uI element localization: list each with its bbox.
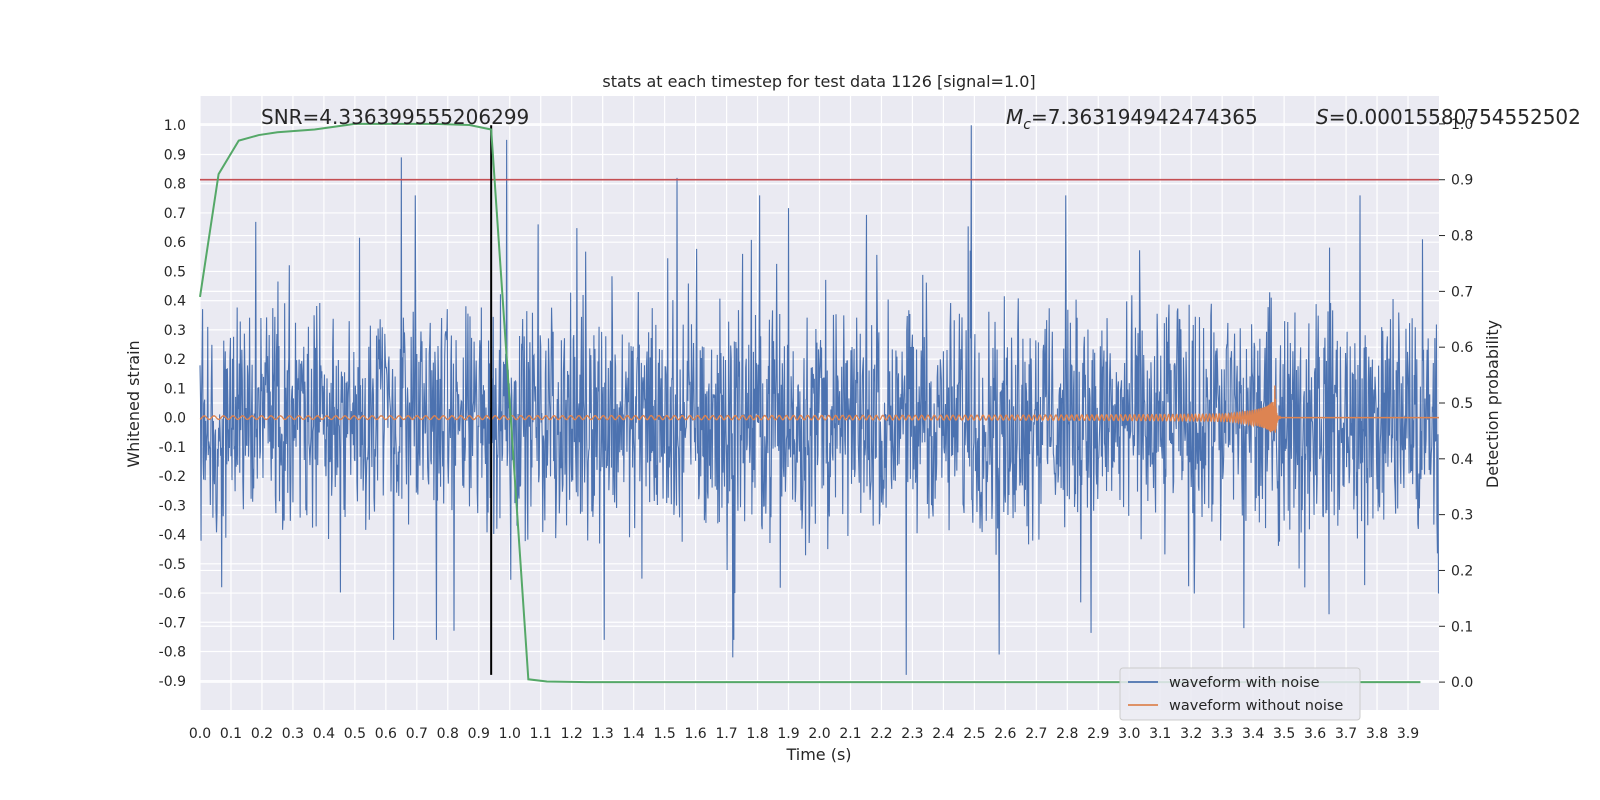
y-tick-label: 0.4 (164, 294, 186, 310)
y-tick-label: -0.4 (159, 528, 186, 544)
y2-tick-labels: 1.0 0.9 0.8 0.7 0.6 0.5 0.4 0.3 0.2 0.1 0.0 (1439, 117, 1473, 691)
x-tick-label: 0.2 (251, 726, 273, 742)
y-tick-label: 0.2 (164, 352, 186, 368)
legend-label-clean: waveform without noise (1169, 698, 1343, 714)
x-tick-label: 3.9 (1397, 726, 1419, 742)
y2-axis-label: Detection probability (1483, 320, 1502, 488)
x-tick-label: 0.1 (220, 726, 242, 742)
y2-tick-label: 0.8 (1451, 229, 1473, 245)
y2-tick-label: 0.4 (1451, 452, 1473, 468)
x-tick-label: 0.9 (468, 726, 490, 742)
grid-horizontal (200, 124, 1439, 682)
x-tick-label: 1.9 (777, 726, 799, 742)
x-tick-label: 3.6 (1304, 726, 1326, 742)
y-tick-label: 0.9 (164, 147, 186, 163)
x-tick-label: 3.7 (1335, 726, 1357, 742)
x-tick-label: 1.3 (592, 726, 614, 742)
x-tick-label: 0.4 (313, 726, 335, 742)
chart-title: stats at each timestep for test data 112… (602, 72, 1035, 91)
y-tick-label: 0.5 (164, 264, 186, 280)
x-tick-label: 1.4 (623, 726, 645, 742)
legend: waveform with noise waveform without noi… (1119, 667, 1361, 721)
y-axis-label: Whitened strain (124, 340, 143, 467)
y-tick-label: 0.6 (164, 235, 186, 251)
y-tick-label: -0.1 (159, 440, 186, 456)
y2-tick-label: 0.7 (1451, 284, 1473, 300)
x-tick-label: 1.8 (746, 726, 768, 742)
snr-annotation: SNR=4.336399555206299 (261, 105, 529, 129)
x-tick-label: 0.0 (189, 726, 211, 742)
y-tick-label: -0.9 (159, 674, 186, 690)
x-tick-label: 2.6 (994, 726, 1016, 742)
series-detection-probability (199, 122, 1421, 684)
x-tick-label: 1.6 (684, 726, 706, 742)
probability-line (199, 122, 1421, 684)
x-axis-label: Time (s) (785, 745, 851, 764)
series-waveform-with-noise (199, 125, 1440, 675)
y2-tick-label: 0.1 (1451, 619, 1473, 635)
x-tick-label: 1.5 (653, 726, 675, 742)
x-tick-label: 3.1 (1149, 726, 1171, 742)
y-tick-label: -0.2 (159, 469, 186, 485)
y-tick-label: -0.7 (159, 615, 186, 631)
x-tick-label: 3.2 (1180, 726, 1202, 742)
y2-tick-label: 0.9 (1451, 173, 1473, 189)
x-tick-label: 2.1 (839, 726, 861, 742)
s-annotation: S=0.00015580754552502 (1316, 105, 1581, 129)
y-tick-label: 1.0 (164, 118, 186, 134)
y-tick-label: 0.0 (164, 411, 186, 427)
mc-annotation: Mc=7.363194942474365 (1006, 105, 1258, 133)
x-tick-label: 0.5 (344, 726, 366, 742)
y2-tick-label: 0.6 (1451, 340, 1473, 356)
series-waveform-without-noise (199, 385, 1439, 433)
legend-box (1119, 667, 1361, 721)
y-tick-label: 0.3 (164, 323, 186, 339)
legend-label-noise: waveform with noise (1169, 675, 1320, 691)
x-tick-label: 0.6 (375, 726, 397, 742)
x-tick-label: 2.5 (963, 726, 985, 742)
x-tick-label: 3.4 (1242, 726, 1264, 742)
x-tick-label: 2.9 (1087, 726, 1109, 742)
x-tick-label: 2.8 (1056, 726, 1078, 742)
x-tick-label: 1.7 (715, 726, 737, 742)
x-tick-label: 1.0 (499, 726, 521, 742)
x-tick-label: 1.2 (561, 726, 583, 742)
y-tick-label: -0.3 (159, 498, 186, 514)
x-tick-label: 3.0 (1118, 726, 1140, 742)
noise-waveform-line (199, 125, 1440, 675)
y-tick-label: -0.8 (159, 645, 186, 661)
y-tick-label: 0.1 (164, 381, 186, 397)
clean-waveform-line (199, 385, 1439, 433)
x-tick-label: 3.3 (1211, 726, 1233, 742)
x-tick-label: 2.7 (1025, 726, 1047, 742)
y2-tick-label: 1.0 (1451, 117, 1473, 133)
y-tick-labels: 1.0 0.9 0.8 0.7 0.6 0.5 0.4 0.3 0.2 0.1 0.0 -0.1 -0.… (159, 118, 186, 690)
y-tick-label: 0.8 (164, 177, 186, 193)
x-tick-label: 2.4 (932, 726, 954, 742)
y2-tick-label: 0.0 (1451, 675, 1473, 691)
x-tick-label: 2.3 (901, 726, 923, 742)
y-tick-label: -0.6 (159, 586, 186, 602)
y-tick-label: 0.7 (164, 206, 186, 222)
x-tick-label: 2.0 (808, 726, 830, 742)
y2-tick-label: 0.2 (1451, 563, 1473, 579)
x-tick-label: 1.1 (530, 726, 552, 742)
x-tick-labels: 0.0 0.1 0.2 0.3 0.4 0.5 0.6 0.7 0.8 0.9 1.0 1.1 1.2 1… (189, 726, 1419, 742)
y2-tick-label: 0.3 (1451, 508, 1473, 524)
y-tick-label: -0.5 (159, 557, 186, 573)
x-tick-label: 3.8 (1366, 726, 1388, 742)
x-tick-label: 0.3 (282, 726, 304, 742)
y2-tick-label: 0.5 (1451, 396, 1473, 412)
x-tick-label: 0.7 (406, 726, 428, 742)
x-tick-label: 3.5 (1273, 726, 1295, 742)
x-tick-label: 0.8 (437, 726, 459, 742)
x-tick-label: 2.2 (870, 726, 892, 742)
